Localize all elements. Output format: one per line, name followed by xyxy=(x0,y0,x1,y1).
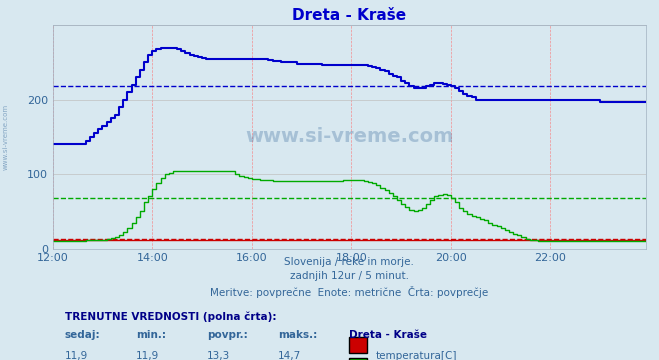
Text: TRENUTNE VREDNOSTI (polna črta):: TRENUTNE VREDNOSTI (polna črta): xyxy=(65,311,276,321)
Text: 11,9: 11,9 xyxy=(136,351,159,360)
FancyBboxPatch shape xyxy=(349,337,367,353)
Text: sedaj:: sedaj: xyxy=(65,330,100,340)
Text: Meritve: povprečne  Enote: metrične  Črta: povprečje: Meritve: povprečne Enote: metrične Črta:… xyxy=(210,286,488,298)
Text: 11,9: 11,9 xyxy=(65,351,88,360)
Text: povpr.:: povpr.: xyxy=(207,330,248,340)
Text: 13,3: 13,3 xyxy=(207,351,230,360)
Text: maks.:: maks.: xyxy=(278,330,318,340)
Text: min.:: min.: xyxy=(136,330,166,340)
Text: zadnjih 12ur / 5 minut.: zadnjih 12ur / 5 minut. xyxy=(290,271,409,282)
Text: Slovenija / reke in morje.: Slovenija / reke in morje. xyxy=(284,257,415,267)
Text: temperatura[C]: temperatura[C] xyxy=(376,351,457,360)
Title: Dreta - Kraše: Dreta - Kraše xyxy=(292,8,407,23)
FancyBboxPatch shape xyxy=(349,358,367,360)
Text: www.si-vreme.com: www.si-vreme.com xyxy=(245,127,453,147)
Text: Dreta - Kraše: Dreta - Kraše xyxy=(349,330,427,340)
Text: 14,7: 14,7 xyxy=(278,351,301,360)
Text: www.si-vreme.com: www.si-vreme.com xyxy=(2,104,9,170)
